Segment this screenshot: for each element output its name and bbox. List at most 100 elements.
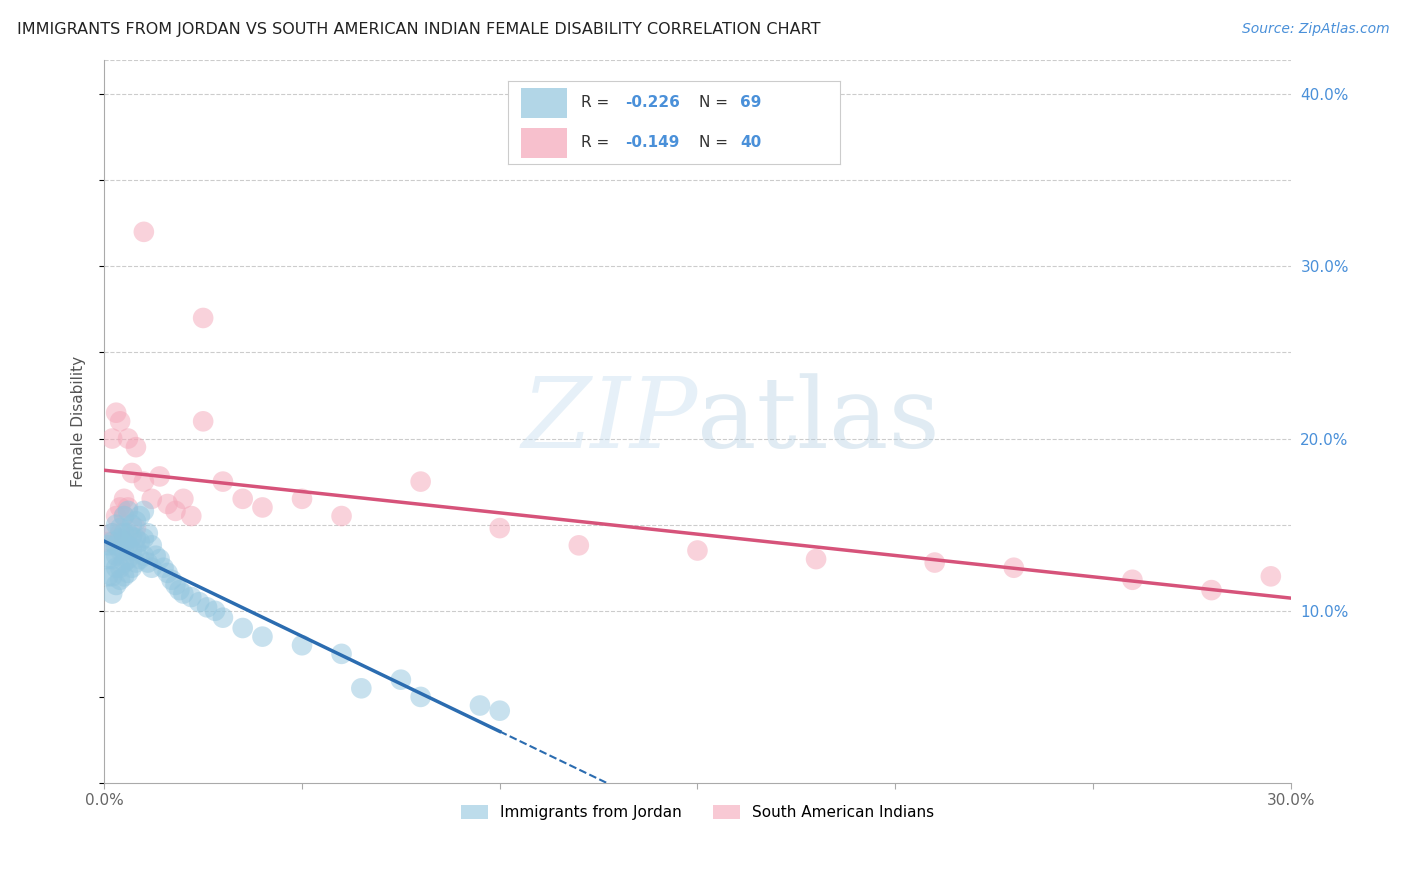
Y-axis label: Female Disability: Female Disability	[72, 356, 86, 487]
Point	[125, 440, 148, 454]
Text: Source: ZipAtlas.com: Source: ZipAtlas.com	[1241, 22, 1389, 37]
Point	[165, 578, 187, 592]
Point	[132, 532, 155, 546]
Point	[128, 509, 150, 524]
Point	[152, 560, 174, 574]
Point	[212, 475, 235, 489]
Text: IMMIGRANTS FROM JORDAN VS SOUTH AMERICAN INDIAN FEMALE DISABILITY CORRELATION CH: IMMIGRANTS FROM JORDAN VS SOUTH AMERICAN…	[17, 22, 820, 37]
Point	[1002, 560, 1025, 574]
Point	[125, 556, 148, 570]
Point	[141, 538, 163, 552]
Point	[568, 538, 591, 552]
Point	[101, 526, 124, 541]
Point	[125, 521, 148, 535]
Point	[389, 673, 412, 687]
Point	[686, 543, 709, 558]
Point	[117, 538, 139, 552]
Point	[112, 543, 135, 558]
Point	[101, 569, 124, 583]
Point	[105, 549, 128, 563]
Point	[112, 535, 135, 549]
Point	[105, 578, 128, 592]
Point	[97, 538, 120, 552]
Point	[804, 552, 827, 566]
Point	[112, 556, 135, 570]
Point	[188, 595, 211, 609]
Point	[112, 526, 135, 541]
Point	[108, 414, 131, 428]
Point	[125, 514, 148, 528]
Text: atlas: atlas	[697, 374, 941, 469]
Point	[204, 604, 226, 618]
Point	[191, 414, 214, 428]
Point	[330, 509, 353, 524]
Point	[97, 552, 120, 566]
Point	[132, 549, 155, 563]
Point	[112, 491, 135, 506]
Point	[149, 552, 172, 566]
Point	[468, 698, 491, 713]
Point	[108, 521, 131, 535]
Point	[195, 600, 218, 615]
Point	[101, 552, 124, 566]
Point	[132, 504, 155, 518]
Point	[108, 573, 131, 587]
Point	[1260, 569, 1282, 583]
Point	[132, 225, 155, 239]
Point	[160, 573, 183, 587]
Point	[108, 500, 131, 515]
Point	[488, 704, 510, 718]
Point	[212, 610, 235, 624]
Point	[117, 432, 139, 446]
Point	[252, 630, 274, 644]
Point	[117, 504, 139, 518]
Point	[128, 552, 150, 566]
Point	[117, 500, 139, 515]
Point	[291, 491, 314, 506]
Point	[117, 526, 139, 541]
Point	[128, 535, 150, 549]
Point	[165, 504, 187, 518]
Point	[924, 556, 946, 570]
Text: ZIP: ZIP	[522, 374, 697, 469]
Point	[132, 475, 155, 489]
Point	[141, 560, 163, 574]
Point	[330, 647, 353, 661]
Point	[121, 466, 143, 480]
Legend: Immigrants from Jordan, South American Indians: Immigrants from Jordan, South American I…	[454, 798, 941, 826]
Point	[108, 560, 131, 574]
Point	[141, 491, 163, 506]
Point	[101, 526, 124, 541]
Point	[117, 566, 139, 580]
Point	[97, 569, 120, 583]
Point	[108, 526, 131, 541]
Point	[1201, 583, 1223, 598]
Point	[252, 500, 274, 515]
Point	[125, 532, 148, 546]
Point	[121, 543, 143, 558]
Point	[108, 543, 131, 558]
Point	[108, 532, 131, 546]
Point	[101, 432, 124, 446]
Point	[136, 526, 159, 541]
Point	[105, 509, 128, 524]
Point	[145, 549, 167, 563]
Point	[112, 509, 135, 524]
Point	[291, 638, 314, 652]
Point	[1121, 573, 1143, 587]
Point	[112, 569, 135, 583]
Point	[105, 517, 128, 532]
Point	[97, 535, 120, 549]
Point	[191, 310, 214, 325]
Point	[180, 509, 202, 524]
Point	[169, 583, 191, 598]
Point	[488, 521, 510, 535]
Point	[121, 517, 143, 532]
Point	[172, 491, 194, 506]
Point	[105, 538, 128, 552]
Point	[117, 552, 139, 566]
Point	[121, 530, 143, 544]
Point	[136, 556, 159, 570]
Point	[156, 566, 179, 580]
Point	[149, 469, 172, 483]
